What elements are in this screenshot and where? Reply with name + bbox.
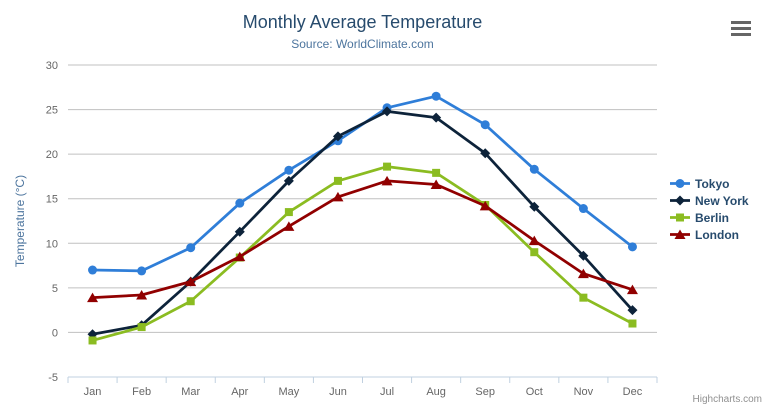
data-point-tokyo-legend[interactable] bbox=[675, 179, 685, 188]
data-point-london[interactable] bbox=[234, 251, 246, 262]
series-line-new-york[interactable] bbox=[91, 109, 634, 336]
legend-item-new-york[interactable]: New York bbox=[670, 192, 749, 209]
data-point-new-york[interactable] bbox=[283, 175, 294, 186]
data-point-london[interactable] bbox=[87, 292, 99, 303]
data-point-berlin[interactable] bbox=[530, 248, 539, 257]
y-axis-label: 10 bbox=[46, 238, 58, 250]
legend: Tokyo New York Berlin London bbox=[670, 175, 749, 243]
data-point-london[interactable] bbox=[332, 191, 344, 202]
chart-title: Monthly Average Temperature bbox=[242, 12, 483, 32]
data-point-berlin-legend[interactable] bbox=[676, 213, 684, 222]
legend-symbol-triangle-icon bbox=[670, 229, 690, 240]
data-point-london[interactable] bbox=[626, 284, 638, 295]
data-point-berlin[interactable] bbox=[383, 162, 392, 171]
legend-label-new-york: New York bbox=[695, 193, 749, 208]
data-point-new-york[interactable] bbox=[431, 112, 442, 123]
data-point-tokyo[interactable] bbox=[627, 242, 637, 252]
legend-item-london[interactable]: London bbox=[670, 226, 749, 243]
data-point-new-york[interactable] bbox=[382, 106, 393, 117]
x-axis-label: Feb bbox=[132, 386, 151, 398]
legend-item-berlin[interactable]: Berlin bbox=[670, 209, 749, 226]
x-axis-label: Jun bbox=[329, 386, 347, 398]
y-axis-label: 5 bbox=[52, 283, 58, 295]
legend-label-london: London bbox=[695, 227, 739, 242]
x-axis-label: Aug bbox=[426, 386, 446, 398]
data-point-london[interactable] bbox=[185, 276, 197, 287]
x-axis-label: Dec bbox=[623, 386, 643, 398]
series-line-london[interactable] bbox=[91, 179, 634, 300]
hamburger-menu-icon[interactable] bbox=[731, 21, 751, 36]
y-axis-label: 30 bbox=[46, 60, 58, 72]
data-point-london[interactable] bbox=[528, 235, 540, 246]
chart-subtitle: Source: WorldClimate.com bbox=[291, 37, 434, 51]
data-point-tokyo[interactable] bbox=[431, 91, 441, 101]
legend-symbol-circle-icon bbox=[670, 179, 690, 188]
legend-symbol-square-icon bbox=[670, 213, 690, 222]
data-point-new-york[interactable] bbox=[627, 305, 638, 316]
data-point-berlin[interactable] bbox=[628, 319, 637, 328]
data-point-new-york[interactable] bbox=[332, 131, 343, 142]
data-point-new-york-legend[interactable] bbox=[675, 195, 685, 206]
legend-item-tokyo[interactable]: Tokyo bbox=[670, 175, 749, 192]
data-point-london-legend[interactable] bbox=[674, 229, 686, 240]
y-axis-label: 20 bbox=[46, 149, 58, 161]
data-point-tokyo[interactable] bbox=[529, 164, 539, 174]
data-point-new-york[interactable] bbox=[578, 250, 589, 261]
x-axis-label: Nov bbox=[574, 386, 594, 398]
credits-link[interactable]: Highcharts.com bbox=[692, 394, 762, 405]
series-line-berlin[interactable] bbox=[91, 165, 634, 342]
hamburger-bar bbox=[731, 21, 751, 24]
legend-symbol-diamond-icon bbox=[670, 195, 690, 206]
x-axis-label: Mar bbox=[181, 386, 200, 398]
data-point-london[interactable] bbox=[381, 175, 393, 186]
data-point-tokyo[interactable] bbox=[186, 243, 196, 253]
data-point-london[interactable] bbox=[430, 179, 442, 189]
data-point-tokyo[interactable] bbox=[480, 120, 490, 130]
data-point-tokyo[interactable] bbox=[578, 204, 588, 214]
data-point-berlin[interactable] bbox=[88, 336, 97, 345]
data-point-tokyo[interactable] bbox=[137, 266, 147, 276]
data-point-new-york[interactable] bbox=[529, 201, 540, 212]
x-axis-label: Sep bbox=[475, 386, 495, 398]
y-axis-label: 25 bbox=[46, 105, 58, 117]
y-axis-label: -5 bbox=[48, 372, 58, 384]
x-axis-label: May bbox=[278, 386, 299, 398]
data-point-new-york[interactable] bbox=[234, 226, 245, 237]
y-axis-title: Temperature (°C) bbox=[13, 175, 27, 267]
data-point-london[interactable] bbox=[479, 200, 491, 211]
x-axis-label: Jul bbox=[380, 386, 394, 398]
y-axis-label: 15 bbox=[46, 194, 58, 206]
legend-label-berlin: Berlin bbox=[695, 210, 730, 225]
legend-label-tokyo: Tokyo bbox=[695, 176, 730, 191]
data-point-berlin[interactable] bbox=[579, 293, 588, 302]
x-axis-label: Jan bbox=[84, 386, 102, 398]
data-point-berlin[interactable] bbox=[432, 168, 441, 177]
data-point-new-york[interactable] bbox=[480, 148, 491, 159]
hamburger-bar bbox=[731, 27, 751, 30]
data-point-london[interactable] bbox=[283, 221, 295, 231]
hamburger-bar bbox=[731, 33, 751, 36]
data-point-berlin[interactable] bbox=[186, 297, 195, 306]
data-point-berlin[interactable] bbox=[284, 208, 293, 217]
data-point-tokyo[interactable] bbox=[284, 165, 294, 175]
data-point-berlin[interactable] bbox=[333, 176, 342, 185]
y-axis-label: 0 bbox=[52, 327, 58, 339]
data-point-tokyo[interactable] bbox=[88, 265, 98, 275]
data-point-tokyo[interactable] bbox=[235, 198, 245, 208]
x-axis-label: Oct bbox=[526, 386, 543, 398]
data-point-london[interactable] bbox=[577, 268, 589, 279]
data-point-berlin[interactable] bbox=[137, 323, 146, 332]
data-point-london[interactable] bbox=[136, 289, 148, 300]
x-axis-label: Apr bbox=[231, 386, 248, 398]
